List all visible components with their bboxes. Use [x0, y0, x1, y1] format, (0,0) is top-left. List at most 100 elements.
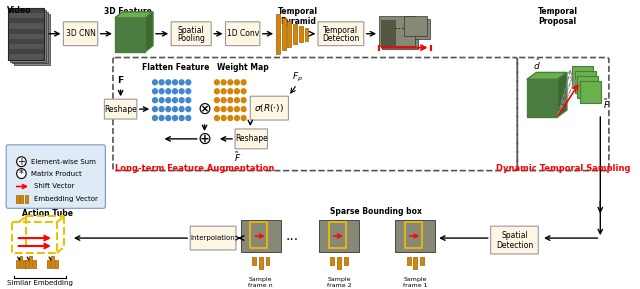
Text: $\oplus$: $\oplus$ [197, 130, 212, 148]
Text: Temporal
Proposal: Temporal Proposal [538, 7, 577, 26]
Text: 3D Feature: 3D Feature [104, 7, 152, 16]
Circle shape [221, 107, 226, 112]
Bar [20, 195, 23, 203]
Circle shape [166, 107, 171, 112]
Bar [282, 18, 285, 50]
FancyBboxPatch shape [318, 22, 364, 46]
Bar [29, 256, 32, 268]
Bar [25, 195, 28, 203]
Bar [8, 18, 44, 23]
Bar [328, 222, 346, 248]
Circle shape [186, 107, 191, 112]
Circle shape [166, 89, 171, 94]
Bar [580, 81, 601, 103]
Bar [577, 76, 598, 98]
Text: 1D Conv: 1D Conv [227, 29, 259, 38]
Bar [16, 260, 19, 268]
Polygon shape [145, 12, 153, 51]
Bar [293, 24, 297, 44]
Bar [404, 16, 427, 36]
Bar [51, 256, 54, 268]
Circle shape [152, 80, 157, 85]
Polygon shape [557, 73, 567, 117]
Bar [33, 260, 36, 268]
Circle shape [179, 107, 184, 112]
Bar [252, 257, 256, 265]
Bar [575, 71, 596, 93]
Bar [55, 260, 58, 268]
Bar [413, 257, 417, 269]
Circle shape [241, 98, 246, 103]
Polygon shape [527, 73, 567, 79]
Circle shape [179, 89, 184, 94]
Circle shape [214, 107, 220, 112]
Circle shape [17, 157, 26, 167]
Bar [250, 222, 268, 248]
Circle shape [235, 107, 239, 112]
Text: $\tilde{F}$: $\tilde{F}$ [604, 97, 611, 111]
Circle shape [166, 116, 171, 121]
Bar [23, 260, 26, 268]
Text: Flatten Feature: Flatten Feature [142, 63, 210, 72]
Circle shape [173, 107, 177, 112]
Bar [379, 16, 415, 46]
Text: Pooling: Pooling [177, 34, 205, 43]
Bar [20, 256, 22, 268]
Bar [406, 257, 410, 265]
Circle shape [152, 107, 157, 112]
Text: $\sigma(R(\cdot))$: $\sigma(R(\cdot))$ [254, 102, 284, 114]
Text: $F_p$: $F_p$ [292, 71, 303, 84]
Circle shape [214, 116, 220, 121]
Circle shape [159, 116, 164, 121]
Bar [404, 222, 422, 248]
Polygon shape [527, 79, 557, 117]
Circle shape [241, 89, 246, 94]
Text: Spatial: Spatial [178, 26, 205, 35]
Circle shape [228, 116, 233, 121]
Bar [276, 14, 280, 53]
Bar [266, 257, 269, 265]
Text: Reshape: Reshape [235, 134, 268, 143]
Bar [330, 257, 334, 265]
Circle shape [221, 80, 226, 85]
Text: Reshape: Reshape [104, 105, 137, 114]
Text: $\hat{d}$: $\hat{d}$ [532, 57, 540, 72]
Circle shape [235, 80, 239, 85]
Bar [572, 66, 593, 88]
Text: Similar Embedding: Similar Embedding [6, 280, 72, 286]
Circle shape [159, 98, 164, 103]
Text: Sample
frame 2: Sample frame 2 [326, 277, 351, 288]
Bar [14, 14, 50, 66]
Circle shape [235, 89, 239, 94]
Bar [305, 28, 308, 41]
Bar [381, 20, 396, 46]
Text: Matrix Product: Matrix Product [31, 171, 82, 177]
Circle shape [152, 98, 157, 103]
Bar [8, 29, 44, 34]
Circle shape [186, 80, 191, 85]
Circle shape [186, 116, 191, 121]
Circle shape [173, 80, 177, 85]
Text: ...: ... [394, 19, 406, 32]
Text: Dynamic Temporal Sampling: Dynamic Temporal Sampling [496, 164, 630, 173]
FancyBboxPatch shape [250, 96, 289, 120]
Circle shape [179, 98, 184, 103]
FancyBboxPatch shape [63, 22, 98, 46]
FancyBboxPatch shape [235, 129, 268, 149]
Text: +: + [17, 157, 26, 167]
Bar [259, 257, 262, 269]
Bar [420, 257, 424, 265]
Circle shape [214, 80, 220, 85]
Bar [8, 39, 44, 44]
Text: $\tilde{F}$: $\tilde{F}$ [234, 150, 241, 164]
Circle shape [235, 116, 239, 121]
Text: Element-wise Sum: Element-wise Sum [31, 159, 96, 165]
Text: Action Tube: Action Tube [22, 209, 73, 218]
Circle shape [152, 89, 157, 94]
Circle shape [186, 89, 191, 94]
Text: Temporal: Temporal [323, 26, 358, 35]
Bar [337, 257, 341, 269]
Circle shape [17, 169, 26, 179]
Circle shape [228, 98, 233, 103]
FancyBboxPatch shape [6, 145, 106, 208]
